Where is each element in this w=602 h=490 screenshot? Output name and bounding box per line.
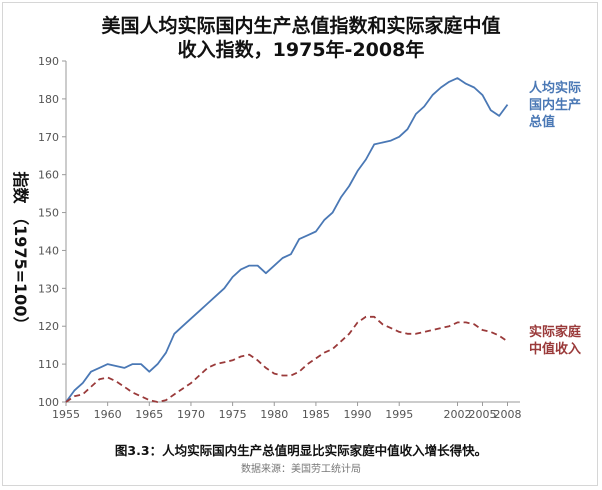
gdp-series-label: 总值 — [529, 114, 555, 130]
x-tick-label: 1975 — [219, 408, 247, 421]
x-tick-label: 1970 — [177, 408, 205, 421]
gdp-series-label: 人均实际 — [529, 80, 581, 96]
x-tick-label: 1995 — [385, 408, 413, 421]
y-tick-label: 160 — [38, 169, 59, 182]
chart-title-line-2: 收入指数，1975年-2008年 — [177, 39, 425, 61]
y-tick-label: 120 — [38, 320, 59, 333]
x-tick-label: 2002 — [444, 408, 472, 421]
chart-title-line-1: 美国人均实际国内生产总值指数和实际家庭中值 — [101, 15, 501, 37]
x-tick-label: 1965 — [135, 408, 163, 421]
axes: 100 110 120 130 140 150 160 170 180 190 1955 1960 19… — [38, 55, 522, 421]
y-tick-label: 170 — [38, 131, 59, 144]
income-series-label: 实际家庭 — [529, 324, 582, 340]
y-tick-label: 100 — [38, 396, 59, 409]
x-tick-label: 1980 — [260, 408, 288, 421]
income-series-label: 中值收入 — [529, 341, 581, 357]
y-tick-label: 130 — [38, 282, 59, 295]
y-tick-label: 110 — [38, 358, 59, 371]
x-tick-label: 1985 — [302, 408, 330, 421]
y-tick-label: 190 — [38, 55, 59, 68]
x-tick-label: 1960 — [94, 408, 122, 421]
gdp-per-capita-line — [65, 77, 509, 403]
y-tick-label: 180 — [38, 93, 59, 106]
x-tick-label: 2005 — [469, 408, 497, 421]
x-tick-label: 1955 — [52, 408, 80, 421]
median-family-income-line — [65, 315, 509, 403]
chart-title: 美国人均实际国内生产总值指数和实际家庭中值 收入指数，1975年-2008年 — [0, 14, 602, 62]
chart-frame — [2, 2, 598, 486]
y-tick-label: 140 — [38, 244, 59, 257]
x-tick-label: 1990 — [344, 408, 372, 421]
data-source-note: 数据来源：美国劳工统计局 — [241, 464, 361, 475]
gdp-series-label: 国内生产 — [529, 97, 581, 113]
x-tick-label: 2008 — [494, 408, 522, 421]
series-layer — [65, 77, 509, 403]
y-tick-label: 150 — [38, 207, 59, 220]
figure-caption: 图3.3：人均实际国内生产总值明显比实际家庭中值收入增长得快。 — [114, 443, 488, 458]
